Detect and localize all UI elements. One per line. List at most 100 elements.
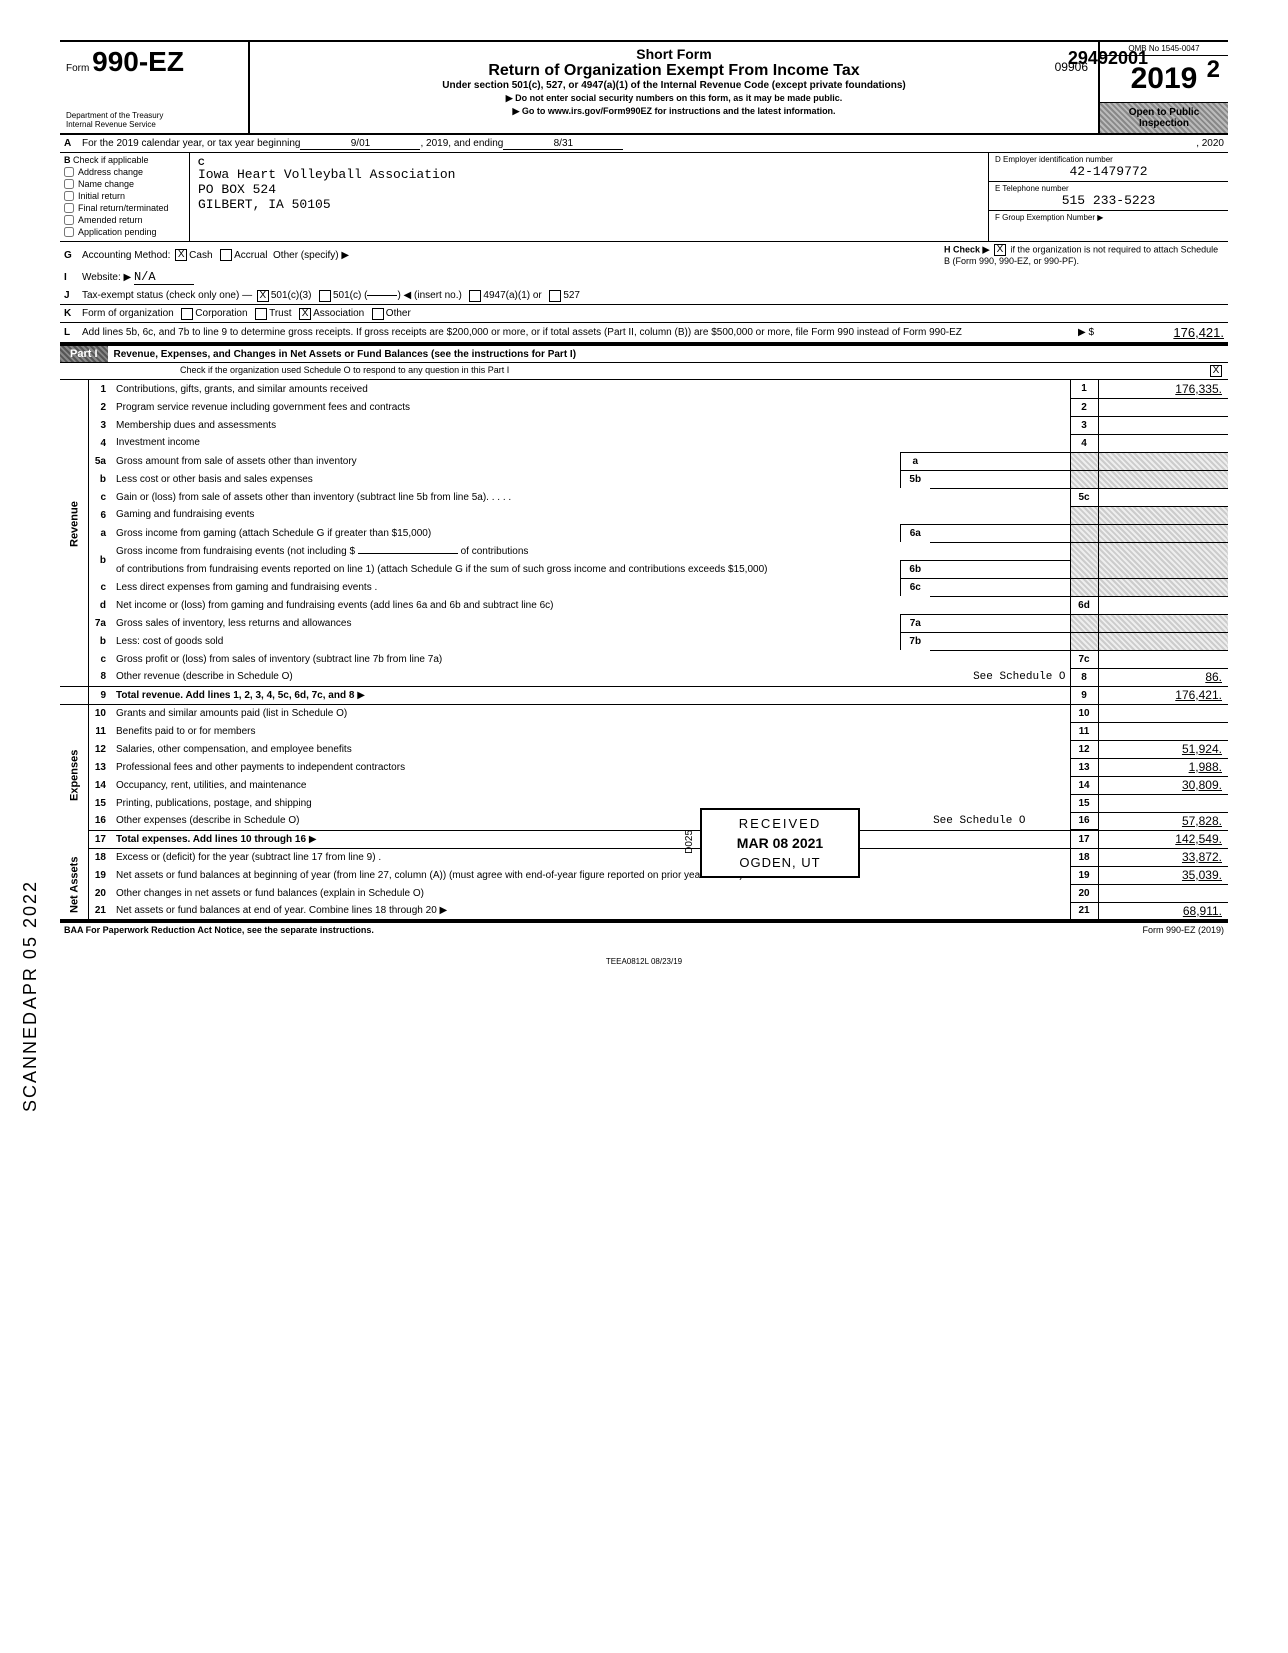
- line7a-num-shaded: [1070, 614, 1098, 632]
- line15-num: 15: [1070, 794, 1098, 812]
- cb-501c[interactable]: [319, 290, 331, 302]
- line7b-num-shaded: [1070, 632, 1098, 650]
- cb-other-org[interactable]: [372, 308, 384, 320]
- line6b-mid: 6b: [900, 560, 930, 578]
- line7a-midval: [930, 614, 1070, 632]
- phone-value: 515 233-5223: [995, 193, 1222, 208]
- 4947-label: 4947(a)(1) or: [483, 290, 541, 301]
- line5b-num-shaded: [1070, 470, 1098, 488]
- line17-desc: Total expenses. Add lines 10 through 16 …: [112, 830, 1070, 848]
- line7c-val: [1098, 650, 1228, 668]
- line7a-desc: Gross sales of inventory, less returns a…: [112, 614, 900, 632]
- omb-label: OMB No 1545-0047: [1100, 42, 1228, 56]
- cb-amended-return-label: Amended return: [78, 215, 143, 225]
- cb-corp[interactable]: [181, 308, 193, 320]
- line6d-val: [1098, 596, 1228, 614]
- cb-final-return[interactable]: [64, 203, 74, 213]
- cb-accrual[interactable]: [220, 249, 232, 261]
- cb-address-change[interactable]: [64, 167, 74, 177]
- trust-label: Trust: [269, 308, 291, 319]
- line1-desc: Contributions, gifts, grants, and simila…: [112, 380, 1070, 398]
- org-addr2: GILBERT, IA 50105: [198, 197, 980, 212]
- ln15: 15: [88, 794, 112, 812]
- line2-num: 2: [1070, 398, 1098, 416]
- line-a-letter: A: [64, 138, 82, 149]
- line5b-desc: Less cost or other basis and sales expen…: [112, 470, 900, 488]
- subtitle: Under section 501(c), 527, or 4947(a)(1)…: [260, 80, 1088, 91]
- cb-501c3[interactable]: X: [257, 290, 269, 302]
- line5c-num: 5c: [1070, 488, 1098, 506]
- ln7a: 7a: [88, 614, 112, 632]
- cb-trust[interactable]: [255, 308, 267, 320]
- line-l-value: 176,421.: [1094, 325, 1224, 340]
- line14-desc: Occupancy, rent, utilities, and maintena…: [112, 776, 1070, 794]
- year-label: 2019: [1100, 56, 1228, 102]
- c-letter: C: [198, 157, 980, 167]
- cb-application-pending[interactable]: [64, 227, 74, 237]
- stamp-d025: D025: [684, 830, 695, 854]
- line21-desc: Net assets or fund balances at end of ye…: [112, 902, 1070, 920]
- cb-initial-return-label: Initial return: [78, 191, 125, 201]
- line-g-label: Accounting Method:: [82, 250, 170, 261]
- ln20: 20: [88, 884, 112, 902]
- line7a-mid: 7a: [900, 614, 930, 632]
- line19-num: 19: [1070, 866, 1098, 884]
- line5a-desc: Gross amount from sale of assets other t…: [112, 452, 900, 470]
- line18-num: 18: [1070, 848, 1098, 866]
- line11-desc: Benefits paid to or for members: [112, 722, 1070, 740]
- cb-h[interactable]: X: [994, 244, 1006, 256]
- line21-num: 21: [1070, 902, 1098, 920]
- ln1: 1: [88, 380, 112, 398]
- ln13: 13: [88, 758, 112, 776]
- ln19: 19: [88, 866, 112, 884]
- scanned-date-sidebar: APR 05 2022: [20, 880, 41, 1009]
- d-label: D Employer identification number: [995, 155, 1222, 164]
- cb-assoc[interactable]: X: [299, 308, 311, 320]
- line7c-num: 7c: [1070, 650, 1098, 668]
- cb-initial-return[interactable]: [64, 191, 74, 201]
- ln16: 16: [88, 812, 112, 830]
- cb-amended-return[interactable]: [64, 215, 74, 225]
- cb-4947[interactable]: [469, 290, 481, 302]
- form-number: 990-EZ: [92, 46, 184, 77]
- ln18: 18: [88, 848, 112, 866]
- part1-checkbox[interactable]: X: [1210, 365, 1222, 377]
- f-label: F Group Exemption Number ▶: [995, 213, 1222, 222]
- ein-value: 42-1479772: [995, 164, 1222, 179]
- e-label: E Telephone number: [995, 184, 1222, 193]
- cb-name-change[interactable]: [64, 179, 74, 189]
- return-title: Return of Organization Exempt From Incom…: [260, 62, 1088, 80]
- line20-num: 20: [1070, 884, 1098, 902]
- line-k-label: Form of organization: [82, 308, 174, 319]
- main-table: Revenue 1 Contributions, gifts, grants, …: [60, 380, 1228, 921]
- line11-val: [1098, 722, 1228, 740]
- other-label: Other (specify) ▶: [273, 250, 349, 261]
- line6-num-shaded: [1070, 506, 1098, 524]
- line6c-midval: [930, 578, 1070, 596]
- expenses-label: Expenses: [60, 704, 88, 848]
- 501c3-label: 501(c)(3): [271, 290, 312, 301]
- corp-label: Corporation: [195, 308, 247, 319]
- accrual-label: Accrual: [234, 250, 267, 261]
- line-j-letter: J: [64, 290, 82, 301]
- assoc-label: Association: [313, 308, 364, 319]
- line3-num: 3: [1070, 416, 1098, 434]
- line6-val-shaded: [1098, 506, 1228, 524]
- goto-line: ▶ Go to www.irs.gov/Form990EZ for instru…: [260, 106, 1088, 117]
- cb-527[interactable]: [549, 290, 561, 302]
- open-inspection: Open to Public Inspection: [1100, 102, 1228, 133]
- cb-cash[interactable]: X: [175, 249, 187, 261]
- line6c-mid: 6c: [900, 578, 930, 596]
- ln8: 8: [88, 668, 112, 686]
- line-k-letter: K: [64, 308, 82, 319]
- part1-title: Revenue, Expenses, and Changes in Net As…: [108, 349, 1228, 360]
- line12-val: 51,924.: [1098, 740, 1228, 758]
- line8-val: 86.: [1098, 668, 1228, 686]
- line17-num: 17: [1070, 830, 1098, 848]
- line6b-val-shaded: [1098, 542, 1228, 578]
- line7c-desc: Gross profit or (loss) from sales of inv…: [112, 650, 1070, 668]
- ln3: 3: [88, 416, 112, 434]
- line1-val: 176,335.: [1098, 380, 1228, 398]
- line1-num: 1: [1070, 380, 1098, 398]
- 501c-insert[interactable]: [367, 295, 397, 296]
